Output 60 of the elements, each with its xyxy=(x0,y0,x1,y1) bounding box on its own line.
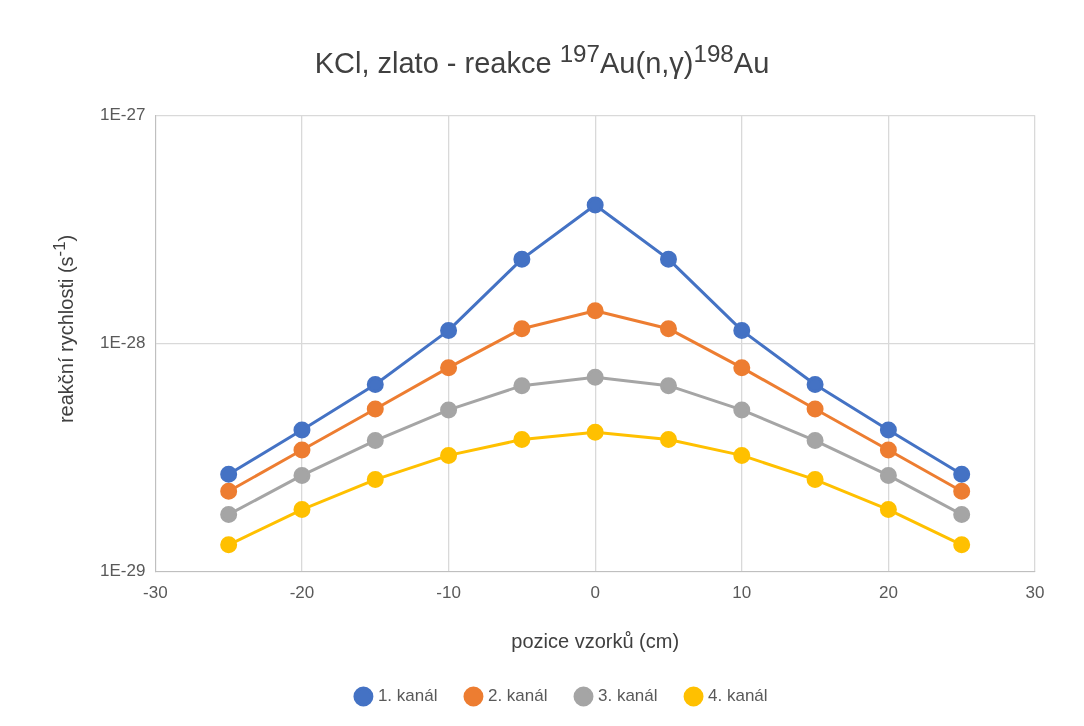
point xyxy=(293,466,311,484)
point xyxy=(440,401,458,419)
point xyxy=(586,196,604,214)
point xyxy=(366,471,384,489)
point xyxy=(293,501,311,519)
point xyxy=(513,250,531,268)
x-tick-label: 20 xyxy=(878,583,898,603)
point xyxy=(440,446,458,464)
point xyxy=(366,400,384,418)
legend-label: 1. kanál xyxy=(377,686,438,706)
x-tick-label: 10 xyxy=(732,583,752,603)
point xyxy=(879,466,897,484)
y-tick-label: 1E-28 xyxy=(99,333,146,353)
point xyxy=(220,465,238,483)
point xyxy=(586,302,604,320)
point xyxy=(806,471,824,489)
point xyxy=(806,432,824,450)
point xyxy=(733,321,751,339)
point xyxy=(513,377,531,395)
x-tick-label: -30 xyxy=(143,583,168,603)
point xyxy=(513,320,531,338)
point xyxy=(659,250,677,268)
point xyxy=(366,376,384,394)
point xyxy=(879,421,897,439)
point xyxy=(293,441,311,459)
point xyxy=(586,423,604,441)
point xyxy=(366,432,384,450)
point xyxy=(513,431,531,449)
point xyxy=(806,376,824,394)
point xyxy=(733,359,751,377)
point xyxy=(440,321,458,339)
point xyxy=(659,431,677,449)
x-tick-label: 0 xyxy=(590,583,600,603)
point xyxy=(586,368,604,386)
x-tick-label: -20 xyxy=(289,583,315,603)
point xyxy=(220,482,238,500)
point xyxy=(659,377,677,395)
point xyxy=(953,505,971,523)
point xyxy=(659,320,677,338)
legend-label: 4. kanál xyxy=(708,686,768,706)
point xyxy=(879,441,897,459)
point xyxy=(220,536,238,554)
x-tick-label: -10 xyxy=(436,583,461,603)
legend-label: 3. kanál xyxy=(598,686,658,706)
x-axis-title: pozice vzorků (cm) xyxy=(511,629,680,652)
point xyxy=(953,465,971,483)
point xyxy=(806,400,824,418)
chart-title: KCl, zlato - reakce $^{197}$Au(n,γ)$^{198}$Au xyxy=(313,40,771,80)
point xyxy=(733,401,751,419)
legend-label: 2. kanál xyxy=(487,686,548,706)
point xyxy=(220,505,238,523)
x-tick-label: 30 xyxy=(1025,583,1045,603)
point xyxy=(733,446,751,464)
point xyxy=(879,501,897,519)
point xyxy=(440,359,458,377)
y-tick-label: 1E-29 xyxy=(99,561,146,581)
point xyxy=(293,421,311,439)
point xyxy=(953,536,971,554)
point xyxy=(953,482,971,500)
y-tick-label: 1E-27 xyxy=(99,104,146,124)
